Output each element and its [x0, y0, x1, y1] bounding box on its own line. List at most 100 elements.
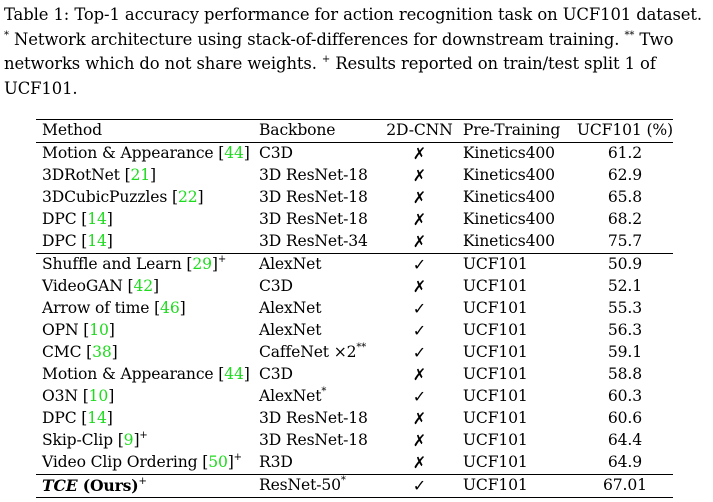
citation-link[interactable]: 42: [133, 277, 154, 295]
cnn-cell: ✓: [376, 342, 457, 364]
method-cell: 3DCubicPuzzles [22]: [36, 187, 253, 209]
backbone-name: 3D ResNet-18: [258, 210, 368, 228]
method-name: DPC [: [42, 232, 88, 250]
table-row: VideoGAN [42] C3D ✗ UCF101 52.1: [36, 276, 673, 298]
accuracy-cell: 60.6: [607, 409, 642, 427]
citation-link[interactable]: 10: [89, 321, 109, 339]
table-row: Shuffle and Learn [29]+ AlexNet ✓ UCF101 50.…: [36, 253, 673, 276]
citation-link[interactable]: 9: [123, 431, 134, 449]
cross-icon: ✗: [412, 276, 427, 296]
table-row: Skip-Clip [9]+ 3D ResNet-18 ✗ UCF101 64.4: [36, 430, 673, 452]
pretrain-cell: Kinetics400: [462, 210, 555, 228]
results-table: Method Backbone 2D-CNN Pre-Training UCF1…: [36, 119, 673, 498]
citation-link[interactable]: 50: [208, 453, 228, 471]
method-cell: Arrow of time [46]: [36, 298, 253, 320]
cross-icon: ✗: [412, 231, 427, 251]
cnn-cell: ✗: [376, 430, 457, 452]
cnn-cell: ✗: [376, 452, 457, 475]
caption-symbol: *: [4, 29, 9, 41]
table-row: CMC [38] CaffeNet ×2** ✓ UCF101 59.1: [36, 342, 673, 364]
backbone-cell: 3D ResNet-18: [253, 430, 376, 452]
cross-icon: ✗: [412, 430, 427, 450]
accuracy-cell: 75.7: [607, 232, 642, 250]
citation-link[interactable]: 22: [177, 188, 198, 206]
backbone-name: 3D ResNet-34: [258, 232, 368, 250]
backbone-name: C3D: [258, 277, 293, 295]
cross-icon: ✗: [412, 187, 427, 207]
accuracy-cell: 60.3: [607, 387, 642, 405]
citation-close: ]: [243, 365, 250, 383]
accuracy-cell: 52.1: [607, 277, 642, 295]
pretrain-cell: Kinetics400: [462, 166, 555, 184]
citation-link[interactable]: 46: [160, 299, 180, 317]
header-row: Method Backbone 2D-CNN Pre-Training UCF1…: [36, 119, 673, 142]
citation-link[interactable]: 14: [87, 210, 107, 228]
method-name: Skip-Clip [: [42, 431, 124, 449]
ours-cnn-cell: ✓: [376, 474, 457, 497]
citation-close: ]: [106, 232, 113, 250]
citation-link[interactable]: 14: [87, 409, 107, 427]
method-cell: DPC [14]: [36, 209, 253, 231]
citation-link[interactable]: 14: [87, 232, 107, 250]
ucf101-group: Shuffle and Learn [29] + AlexNet ✓ UCF101 50.…: [36, 253, 673, 474]
citation-close: ]: [243, 144, 250, 162]
backbone-cell: C3D: [253, 364, 376, 386]
cnn-cell: ✗: [376, 165, 457, 187]
citation-link[interactable]: 10: [88, 387, 109, 405]
ours-row: TCE (Ours)+ ResNet-50* ✓ UCF101 67.01: [36, 474, 673, 497]
citation-link[interactable]: 29: [192, 255, 212, 273]
cross-icon: ✗: [412, 452, 427, 472]
ours-sup: +: [138, 475, 147, 487]
method-name: CMC [: [42, 343, 93, 361]
citation-close: ]: [153, 277, 159, 295]
citation-close: ]: [227, 453, 234, 471]
method-name: Arrow of time [: [42, 299, 161, 317]
cnn-cell: ✗: [376, 364, 457, 386]
checkmark-icon: ✓: [412, 475, 427, 495]
accuracy-cell: 50.9: [607, 255, 642, 273]
cross-icon: ✗: [412, 364, 427, 384]
backbone-name: C3D: [258, 365, 293, 383]
pretrain-cell: Kinetics400: [462, 144, 555, 162]
backbone-cell: 3D ResNet-18: [253, 165, 376, 187]
cnn-cell: ✓: [376, 386, 457, 408]
citation-close: ]: [111, 343, 118, 361]
citation-link[interactable]: 21: [130, 166, 151, 184]
backbone-cell: R3D: [253, 452, 376, 475]
method-name: DPC [: [42, 409, 88, 427]
accuracy-cell: 61.2: [607, 144, 642, 162]
header-method: Method: [42, 121, 102, 140]
caption-text: Results reported on train/test split 1 o…: [4, 54, 656, 98]
backbone-name: CaffeNet ×2: [258, 343, 357, 361]
cross-icon: ✗: [412, 165, 427, 185]
method-name: VideoGAN [: [42, 277, 134, 295]
accuracy-cell: 64.4: [607, 431, 642, 449]
citation-link[interactable]: 44: [224, 144, 244, 162]
method-sup: +: [217, 254, 227, 265]
header-backbone: Backbone: [258, 121, 336, 140]
checkmark-icon: ✓: [412, 342, 427, 362]
pretrain-cell: UCF101: [462, 299, 528, 317]
backbone-cell: C3D: [253, 142, 376, 165]
table-row: DPC [14] 3D ResNet-18 ✗ Kinetics400 68.2: [36, 209, 673, 231]
method-cell: Skip-Clip [9]+: [36, 430, 253, 452]
method-cell: 3DRotNet [21]: [36, 165, 253, 187]
backbone-name: C3D: [258, 144, 293, 162]
cnn-cell: ✗: [376, 187, 457, 209]
backbone-name: AlexNet: [258, 321, 322, 339]
cross-icon: ✗: [412, 209, 427, 229]
citation-link[interactable]: 38: [92, 343, 112, 361]
citation-link[interactable]: 44: [224, 365, 244, 383]
cnn-cell: ✗: [376, 209, 457, 231]
citation-close: ]: [133, 431, 140, 449]
cross-icon: ✗: [412, 143, 427, 163]
ours-backbone: ResNet-50: [258, 476, 341, 494]
kinetics-group: Motion & Appearance [44] C3D ✗ Kinetics400 6…: [36, 142, 673, 253]
backbone-name: 3D ResNet-18: [258, 409, 368, 427]
checkmark-icon: ✓: [412, 254, 427, 274]
ours-method-cell: TCE (Ours)+: [36, 474, 253, 497]
method-name: Shuffle and Learn [: [42, 255, 193, 273]
backbone-cell: CaffeNet ×2**: [253, 342, 376, 364]
table-row: Motion & Appearance [44] C3D ✗ UCF101 58.8: [36, 364, 673, 386]
method-cell: OPN [10]: [36, 320, 253, 342]
